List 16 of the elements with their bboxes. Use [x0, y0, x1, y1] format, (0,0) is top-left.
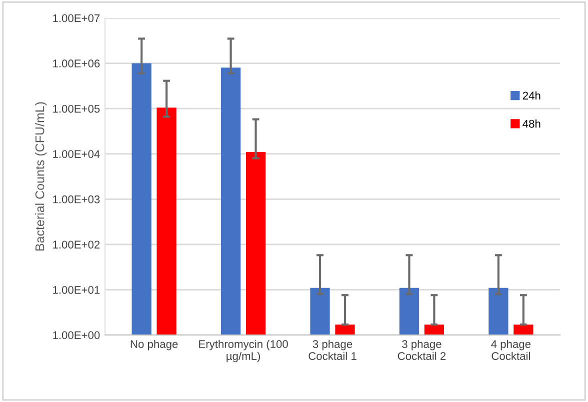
y-tick-label: 1.00E+07 — [53, 14, 100, 22]
legend-label: 48h — [522, 120, 540, 128]
x-tick-label: No phage — [130, 340, 178, 350]
y-tick-label: 1.00E+04 — [53, 150, 100, 158]
y-axis-title: Bacterial Counts (CFU/mL) — [35, 102, 47, 250]
x-tick-label: 4 phage Cocktail — [491, 340, 531, 360]
y-tick-label: 1.00E+03 — [53, 195, 100, 204]
x-tick-label: Erythromycin (100 µg/mL) — [199, 340, 288, 362]
y-tick-label: 1.00E+06 — [53, 60, 100, 68]
y-tick-label: 1.00E+05 — [53, 104, 100, 113]
y-tick-label: 1.00E+02 — [53, 240, 100, 249]
y-tick-label: 1.00E+01 — [53, 286, 100, 294]
x-tick-label: 3 phage Cocktail 2 — [398, 340, 446, 360]
y-tick-label: 1.00E+00 — [53, 331, 100, 340]
legend-label: 24h — [522, 91, 540, 100]
x-tick-label: 3 phage Cocktail 1 — [308, 340, 356, 360]
